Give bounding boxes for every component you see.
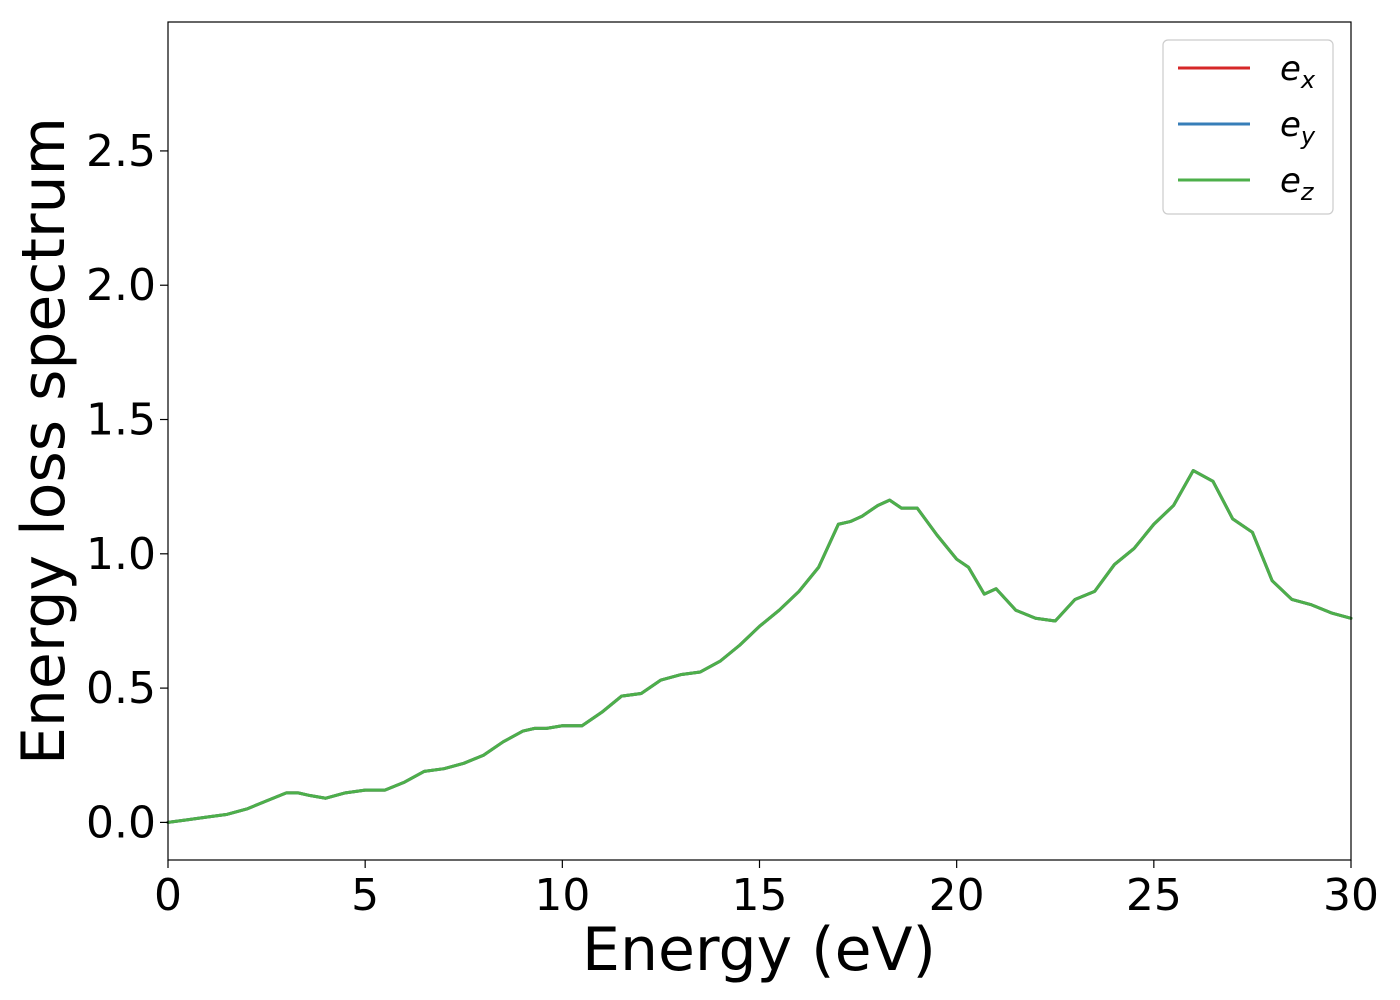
y-axis-title: Energy loss spectrum (9, 117, 79, 765)
series-line-z (166, 469, 1353, 824)
x-tick-label: 20 (929, 870, 985, 921)
y-tick-label: 2.0 (86, 260, 156, 311)
y-tick-label: 0.0 (86, 797, 156, 848)
x-tick-label: 0 (154, 870, 182, 921)
x-tick-label: 25 (1126, 870, 1182, 921)
x-tick-label: 10 (534, 870, 590, 921)
series-layer (166, 469, 1353, 824)
series-line-y (166, 469, 1353, 824)
x-axis-title: Energy (eV) (582, 915, 936, 985)
x-axis-ticks: 0 5 10 15 20 25 30 (154, 860, 1379, 921)
x-tick-label: 5 (351, 870, 379, 921)
x-tick-label: 15 (732, 870, 788, 921)
x-tick-label: 30 (1323, 870, 1379, 921)
series-line-x (166, 469, 1353, 824)
y-tick-label: 0.5 (86, 663, 156, 714)
y-tick-label: 1.0 (86, 529, 156, 580)
legend-box (1162, 39, 1334, 215)
legend-label-z: ez (1280, 161, 1315, 206)
y-tick-label: 2.5 (86, 126, 156, 177)
y-axis-ticks: 0.0 0.5 1.0 1.5 2.0 2.5 (86, 126, 168, 848)
y-tick-label: 1.5 (86, 395, 156, 446)
